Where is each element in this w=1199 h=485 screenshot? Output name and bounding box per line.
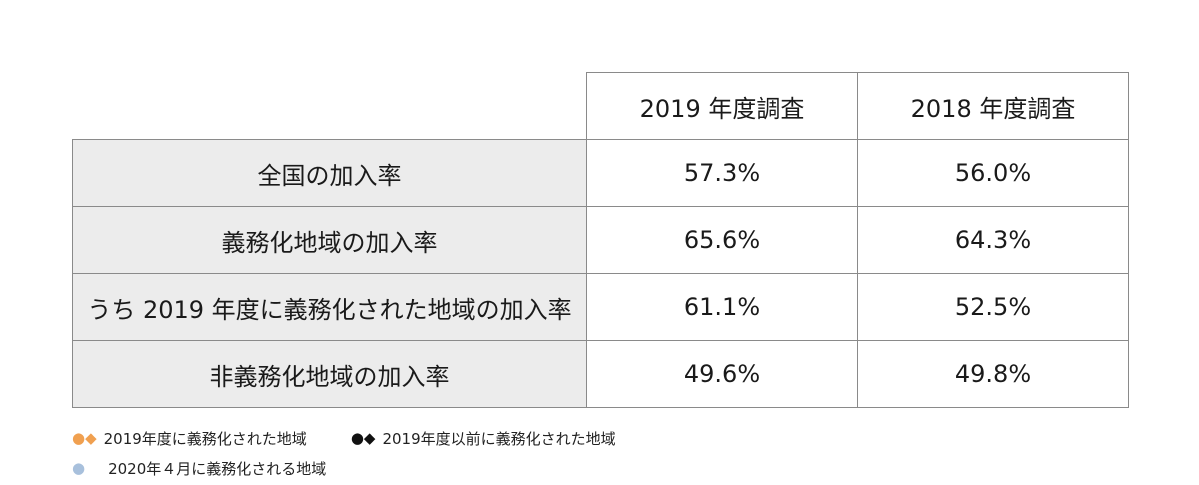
value-cell-2019: 61.1% [586,273,858,341]
legend-text-2019: 2019年度に義務化された地域 [103,430,307,448]
column-header-2018: 2018 年度調査 [857,72,1129,140]
value-cell-2019: 65.6% [586,206,858,274]
value-cell-2018: 52.5% [857,273,1129,341]
legend-marker-blue-icon: ● [72,459,86,477]
value-cell-2018: 49.8% [857,340,1129,408]
legend-line-1: ●◆ 2019年度に義務化された地域 ●◆ 2019年度以前に義務化された地域 [72,428,616,449]
value-cell-2019: 57.3% [586,139,858,207]
legend-text-before-2019: 2019年度以前に義務化された地域 [382,430,616,448]
column-header-2019: 2019 年度調査 [586,72,858,140]
value-cell-2019: 49.6% [586,340,858,408]
table-row: 全国の加入率 57.3% 56.0% [72,139,1129,207]
corner-cell [72,72,587,140]
table-row: うち 2019 年度に義務化された地域の加入率 61.1% 52.5% [72,273,1129,341]
legend-marker-black-icon: ●◆ [350,429,376,447]
row-label: うち 2019 年度に義務化された地域の加入率 [72,273,587,341]
rates-table: 2019 年度調査 2018 年度調査 全国の加入率 57.3% 56.0% 義… [72,72,1129,408]
row-label: 全国の加入率 [72,139,587,207]
legend-text-2020: 2020年４月に義務化される地域 [108,460,327,478]
row-label: 非義務化地域の加入率 [72,340,587,408]
legend-line-2: ● 2020年４月に義務化される地域 [72,458,326,479]
row-label: 義務化地域の加入率 [72,206,587,274]
table-row: 非義務化地域の加入率 49.6% 49.8% [72,340,1129,408]
table-row: 義務化地域の加入率 65.6% 64.3% [72,206,1129,274]
value-cell-2018: 64.3% [857,206,1129,274]
legend-marker-orange-icon: ●◆ [72,429,97,447]
value-cell-2018: 56.0% [857,139,1129,207]
header-row: 2019 年度調査 2018 年度調査 [72,72,1129,140]
